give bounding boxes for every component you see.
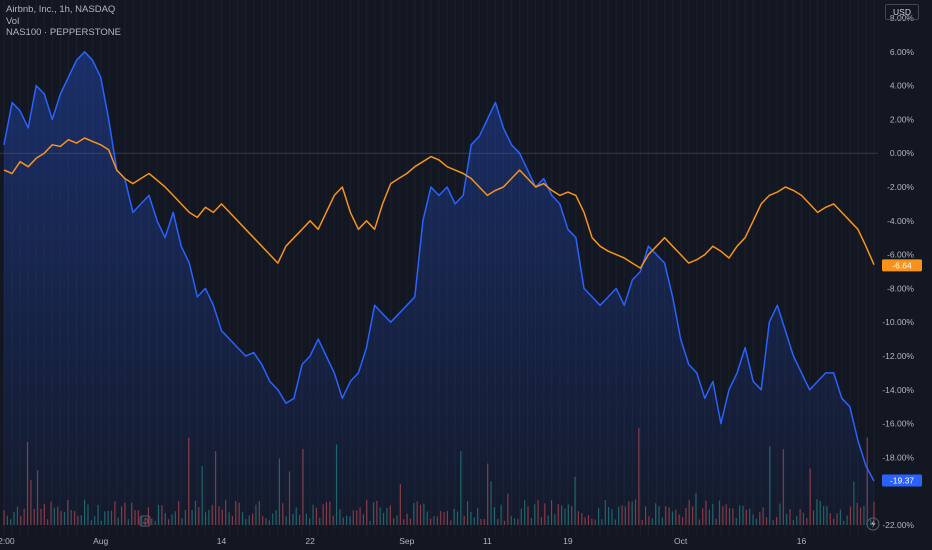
x-tick-label: 14 (217, 536, 227, 546)
x-tick-label: 19 (563, 536, 573, 546)
currency-button[interactable]: USD (885, 4, 919, 20)
y-tick-label: 4.00% (890, 81, 915, 91)
undo-icon[interactable] (139, 515, 151, 527)
x-tick-label: Oct (674, 536, 688, 546)
y-tick-label: -4.00% (887, 216, 914, 226)
x-tick-label: 11 (483, 536, 492, 546)
x-tick-label: Aug (93, 536, 108, 546)
last-value-text: -6.64 (892, 260, 912, 270)
y-tick-label: -18.00% (882, 452, 914, 462)
x-axis: 12:00 Aug 14 22 Sep 11 19 Oct 16 (0, 536, 806, 546)
legend-main-symbol[interactable]: Airbnb, Inc., 1h, NASDAQ (6, 4, 116, 15)
last-value-text: -19.37 (890, 476, 914, 486)
chart-legend: Airbnb, Inc., 1h, NASDAQ Vol NAS100 · PE… (6, 4, 121, 39)
last-value-tag (882, 474, 922, 487)
y-tick-label: -16.00% (882, 419, 914, 429)
y-tick-label: 8.00% (890, 13, 915, 23)
airbnb-series-line (3, 51, 875, 482)
x-tick-label: 12:00 (0, 536, 15, 546)
x-tick-label: Sep (399, 536, 414, 546)
y-tick-label: -22.00% (882, 520, 914, 530)
y-tick-label: -2.00% (887, 182, 914, 192)
legend-volume[interactable]: Vol (6, 15, 20, 27)
series-lines (3, 51, 875, 526)
y-tick-label: -10.00% (882, 317, 914, 327)
y-tick-label: -12.00% (882, 351, 914, 361)
legend-compare-symbol[interactable]: NAS100 · PEPPERSTONE (6, 27, 121, 38)
y-tick-label: -6.00% (887, 250, 914, 260)
y-tick-label: -8.00% (887, 283, 914, 293)
y-tick-label: 0.00% (890, 148, 915, 158)
x-tick-label: 22 (305, 536, 315, 546)
last-value-tag (882, 259, 922, 272)
lightning-icon[interactable] (866, 517, 880, 531)
y-axis: 8.00% 6.00% 4.00% 2.00% 0.00% -2.00% -4.00% -6.… (882, 13, 914, 530)
nas100-series-line (3, 137, 875, 269)
airbnb-area-fill (4, 51, 874, 526)
y-tick-label: 6.00% (890, 47, 915, 57)
last-value-tags: -19.37 -6.64 (882, 259, 922, 487)
y-tick-label: 2.00% (890, 114, 915, 124)
y-tick-label: -14.00% (882, 385, 914, 395)
x-tick-label: 16 (797, 536, 807, 546)
